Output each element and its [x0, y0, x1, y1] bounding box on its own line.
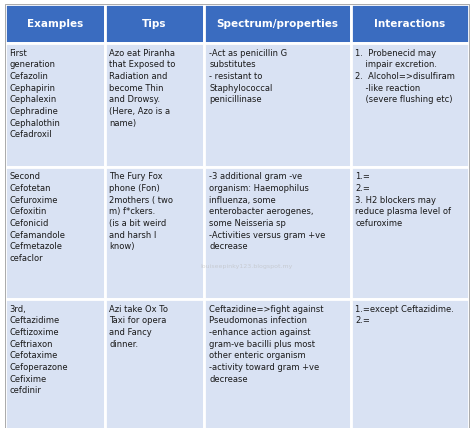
Text: Azi take Ox To
Taxi for opera
and Fancy
dinner.: Azi take Ox To Taxi for opera and Fancy …	[109, 305, 168, 348]
Bar	[204, 4, 351, 43]
Bar	[105, 4, 204, 43]
Text: -3 additional gram -ve
organism: Haemophilus
influenza, some
enterobacter aeroge: -3 additional gram -ve organism: Haemoph…	[209, 172, 326, 251]
Text: Examples: Examples	[27, 19, 83, 29]
Text: Interactions: Interactions	[374, 19, 446, 29]
Text: Spectrum/properties: Spectrum/properties	[217, 19, 338, 29]
Bar	[351, 4, 469, 43]
Bar	[351, 299, 469, 428]
Text: 1.=except Ceftazidime.
2.=: 1.=except Ceftazidime. 2.=	[356, 305, 454, 325]
Text: The Fury Fox
phone (Fon)
2mothers ( two
m) f*ckers.
(is a bit weird
and harsh I
: The Fury Fox phone (Fon) 2mothers ( two …	[109, 172, 173, 251]
Bar	[204, 299, 351, 428]
Text: Azo eat Piranha
that Exposed to
Radiation and
become Thin
and Drowsy.
(Here, Azo: Azo eat Piranha that Exposed to Radiatio…	[109, 49, 176, 128]
Bar	[5, 43, 105, 167]
Text: Ceftazidine=>fight against
Pseudomonas infection
-enhance action against
gram-ve: Ceftazidine=>fight against Pseudomonas i…	[209, 305, 324, 383]
Text: First
generation
Cefazolin
Cephapirin
Cephalexin
Cephradine
Cephalothin
Cefadrox: First generation Cefazolin Cephapirin Ce…	[9, 49, 60, 140]
Bar	[5, 299, 105, 428]
Text: Tips: Tips	[142, 19, 167, 29]
Bar	[105, 299, 204, 428]
Bar	[351, 43, 469, 167]
Bar	[105, 167, 204, 299]
Text: louiseepinky123.blogspot.my: louiseepinky123.blogspot.my	[200, 264, 292, 269]
Bar	[351, 167, 469, 299]
Bar	[5, 167, 105, 299]
Bar	[204, 167, 351, 299]
Text: -Act as penicillin G
substitutes
- resistant to
Staphylococcal
penicillinase: -Act as penicillin G substitutes - resis…	[209, 49, 287, 104]
Bar	[204, 43, 351, 167]
Text: 1.  Probenecid may
    impair excretion.
2.  Alcohol=>disulfiram
    -like react: 1. Probenecid may impair excretion. 2. A…	[356, 49, 456, 104]
Text: 3rd,
Ceftazidime
Ceftizoxime
Ceftriaxon
Cefotaxime
Cefoperazone
Cefixime
cefdini: 3rd, Ceftazidime Ceftizoxime Ceftriaxon …	[9, 305, 68, 395]
Text: 1.=
2.=
3. H2 blockers may
reduce plasma level of
cefuroxime: 1.= 2.= 3. H2 blockers may reduce plasma…	[356, 172, 451, 228]
Text: Second
Cefotetan
Cefuroxime
Cefoxitin
Cefonicid
Cefamandole
Cefmetazole
cefaclor: Second Cefotetan Cefuroxime Cefoxitin Ce…	[9, 172, 65, 263]
Bar	[105, 43, 204, 167]
Bar	[5, 4, 105, 43]
